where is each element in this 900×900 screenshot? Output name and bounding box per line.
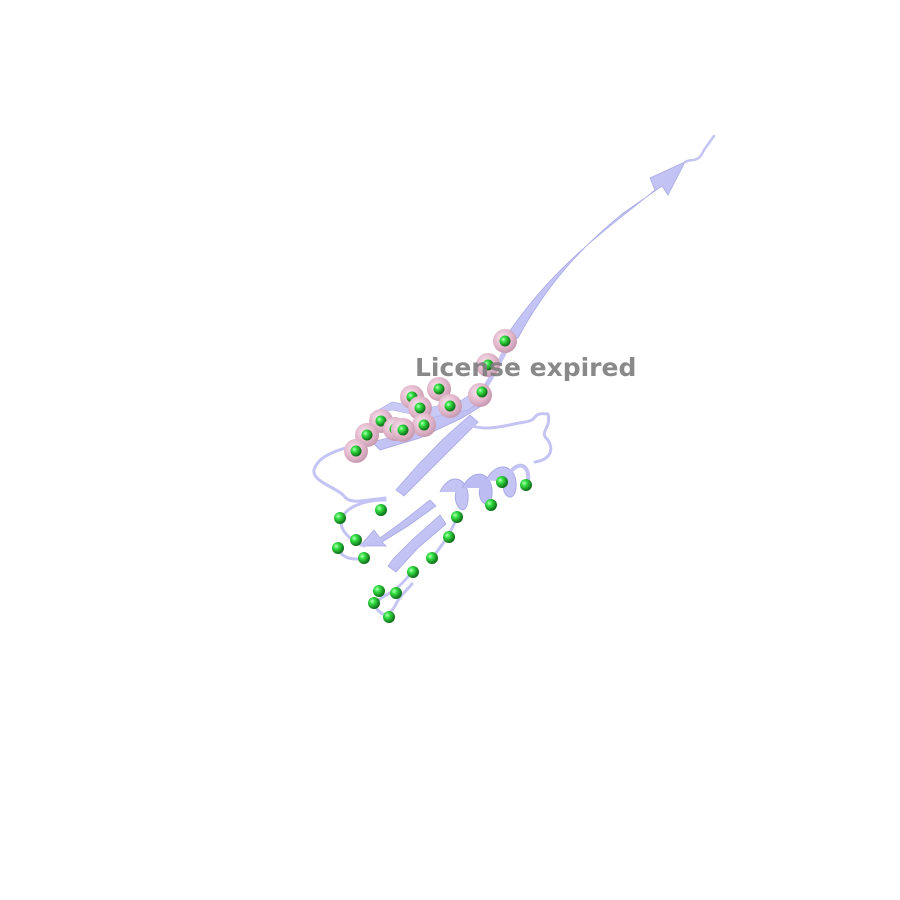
atom-sphere (426, 552, 438, 564)
atom-sphere (496, 476, 508, 488)
atom-sphere (368, 597, 380, 609)
atom-sphere (332, 542, 344, 554)
beta-strand-diagonal (395, 414, 479, 497)
highlighted-atom (412, 413, 436, 437)
beta-strand-lower-1 (359, 499, 437, 547)
atom-sphere (375, 504, 387, 516)
atom-sphere (485, 499, 497, 511)
atom-sphere (390, 587, 402, 599)
highlighted-atom (468, 383, 492, 407)
alpha-helix (439, 463, 531, 511)
highlighted-atom (391, 418, 415, 442)
atom-sphere (358, 552, 370, 564)
beta-strand-lower-2 (387, 514, 447, 573)
highlighted-atom (427, 377, 451, 401)
plain-atoms (332, 476, 532, 623)
highlighted-atom (438, 394, 462, 418)
atom-sphere (520, 479, 532, 491)
loop-right (466, 412, 553, 464)
loop-left (312, 440, 387, 503)
atom-sphere (443, 531, 455, 543)
beta-strand-long (504, 161, 686, 339)
atom-sphere (383, 611, 395, 623)
highlighted-atoms (344, 329, 517, 463)
highlighted-atom (493, 329, 517, 353)
atom-sphere (407, 566, 419, 578)
atom-sphere (350, 534, 362, 546)
highlighted-atom (476, 353, 500, 377)
atom-sphere (373, 585, 385, 597)
atom-sphere (451, 511, 463, 523)
highlighted-atom (344, 439, 368, 463)
protein-cartoon (312, 134, 716, 616)
atom-sphere (334, 512, 346, 524)
c-terminal-tail (683, 134, 716, 164)
